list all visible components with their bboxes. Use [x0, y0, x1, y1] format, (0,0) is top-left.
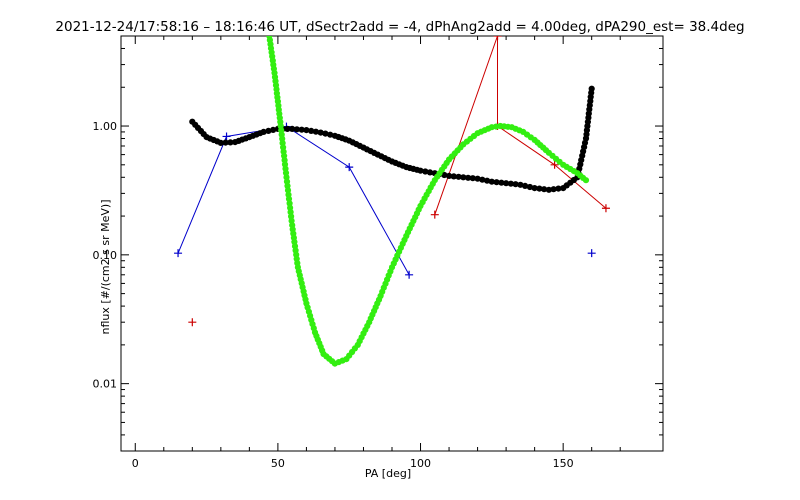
series-3-dot — [512, 181, 519, 188]
series-3-dot — [441, 171, 448, 179]
series-3-dot — [555, 185, 562, 192]
series-3-dot — [327, 131, 334, 138]
series-3-dot — [227, 139, 234, 146]
series-1-marker — [345, 163, 354, 172]
series-3-dot — [426, 169, 434, 176]
series-3-dot — [317, 129, 324, 136]
series-3-dot — [469, 175, 476, 182]
series-3-dot — [322, 130, 329, 137]
series-1-marker — [587, 249, 596, 258]
y-axis-label: nflux [#/(cm2 s sr MeV)] — [99, 200, 112, 335]
series-3-dot — [312, 128, 319, 135]
x-axis-label: PA [deg] — [365, 467, 411, 480]
series-3-dot — [545, 186, 553, 193]
series-2-marker — [430, 210, 439, 219]
series-3-dot — [498, 179, 505, 186]
series-3-dot — [265, 127, 272, 134]
series-3-dot — [260, 128, 267, 135]
series-3-dot — [298, 126, 305, 133]
series-1-marker — [174, 249, 183, 258]
series-3-dot — [484, 177, 491, 184]
series-3-dot — [217, 139, 224, 146]
series-3-dot — [289, 125, 296, 132]
series-3-dot — [284, 125, 291, 132]
series-3-dot — [588, 85, 595, 92]
series-3-dot — [517, 181, 524, 188]
series-3-dot — [522, 182, 529, 189]
series-layer — [174, 36, 610, 367]
chart-title: 2021-12-24/17:58:16 – 18:16:46 UT, dSect… — [55, 19, 744, 35]
x-tick-label: 100 — [410, 457, 431, 470]
series-3-dot — [550, 186, 557, 193]
series-1-marker — [405, 270, 414, 279]
y-tick-label: 0.10 — [93, 249, 118, 262]
series-3-dot — [460, 174, 467, 181]
series-1-marker — [222, 132, 231, 141]
series-3-dot — [526, 183, 534, 191]
series-3-dot — [222, 139, 229, 146]
series-2-marker — [493, 36, 502, 40]
series-4-dot — [582, 177, 590, 184]
series-3-dot — [474, 175, 481, 182]
series-3-dot — [270, 126, 277, 133]
series-3-dot — [536, 185, 543, 192]
series-3-dot — [417, 167, 424, 174]
y-tick-label: 0.01 — [93, 378, 118, 391]
series-3-dot — [450, 173, 457, 180]
series-3-dot — [488, 178, 495, 185]
series-3-dot — [293, 126, 300, 133]
plot-area: 0 50 100 150 0.01 0.10 1.00 — [93, 35, 664, 470]
series-2-marker — [188, 318, 197, 327]
series-3-dot — [503, 180, 510, 187]
series-3-dot — [446, 172, 453, 179]
series-3-dot — [493, 179, 500, 186]
series-3-dot — [541, 186, 548, 193]
series-3-dot — [303, 127, 310, 134]
series-3-dot — [479, 176, 486, 183]
series-2-marker — [601, 204, 610, 213]
x-tick-label: 0 — [132, 457, 139, 470]
series-3-dot — [422, 168, 429, 175]
x-tick-label: 50 — [271, 457, 285, 470]
series-2-marker — [550, 160, 559, 169]
series-3-dot — [465, 174, 472, 181]
series-3-dot — [507, 180, 514, 187]
series-3-dot — [531, 185, 538, 192]
x-tick-label: 150 — [553, 457, 574, 470]
series-3-dot — [455, 173, 462, 180]
series-3-dot — [308, 127, 315, 134]
y-tick-label: 1.00 — [93, 120, 118, 133]
